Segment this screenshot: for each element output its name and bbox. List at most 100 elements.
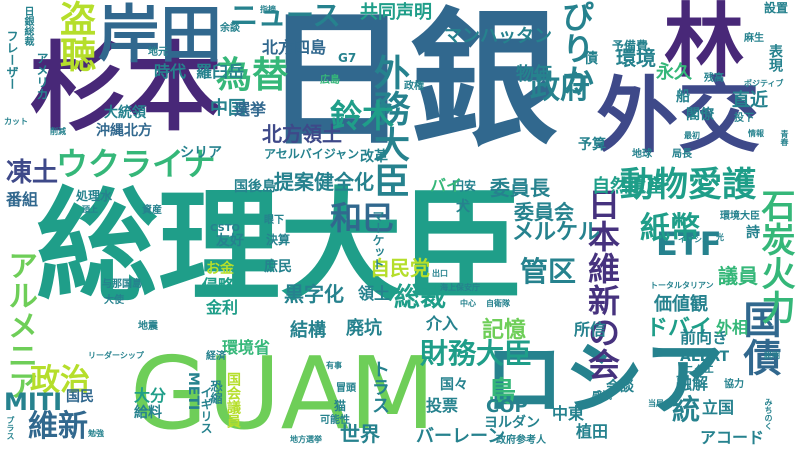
word-chihou-senkyo: 地方選挙 bbox=[290, 435, 322, 444]
word-kaikaku: 改革 bbox=[360, 149, 388, 165]
word-yuukai: 融解 bbox=[676, 374, 709, 393]
word-teian: 提案健全化 bbox=[274, 170, 374, 194]
word-ooita: 大分 bbox=[134, 386, 167, 405]
word-neko: 猫 bbox=[334, 399, 347, 413]
word-merkel: メルケル bbox=[512, 220, 601, 245]
word-doubutsu-aigo: 動物愛護 bbox=[620, 165, 756, 205]
word-yodan: 余談 bbox=[220, 23, 240, 34]
word-chuutou: 中東 bbox=[552, 404, 585, 423]
word-kyoudou-seimei: 共同声明 bbox=[360, 2, 432, 23]
word-nichigin: 日銀 bbox=[262, 0, 558, 166]
word-nichigin-sousai: 日銀総裁 bbox=[22, 6, 33, 46]
word-truss: トラス bbox=[369, 360, 390, 414]
word-benkyou: 勉強 bbox=[88, 429, 104, 438]
word-deguchi: 出口 bbox=[432, 269, 448, 278]
word-haikou: 廃坑 bbox=[346, 318, 382, 339]
word-okane: お金 bbox=[206, 261, 234, 277]
word-kyuuryou: 給料 bbox=[134, 405, 162, 421]
word-jidai: 時代 bbox=[154, 62, 187, 81]
word-iinkai: 委員会 bbox=[514, 200, 574, 224]
word-ukraine: ウクライナ bbox=[56, 145, 216, 183]
word-kangai: 感慨 bbox=[592, 391, 612, 402]
word-kankyoushou: 環境省 bbox=[222, 338, 271, 357]
word-kyouryoku: 協力 bbox=[724, 379, 744, 390]
word-senkyo: 選挙 bbox=[234, 100, 267, 119]
word-igirisu: イギリス bbox=[199, 386, 213, 434]
word-sai: 債 bbox=[584, 51, 598, 67]
word-jieitai: 自衛隊 bbox=[486, 299, 510, 308]
word-sekai: 世界 bbox=[340, 422, 380, 446]
word-sori-daijin: 総理大臣 bbox=[36, 176, 524, 318]
word-hoppou-yontou: 北方四島 bbox=[262, 38, 327, 57]
word-taishi: 大使 bbox=[104, 295, 124, 306]
word-rausu: 羅臼岳 bbox=[196, 62, 245, 81]
word-ipsis: イプシス bbox=[678, 235, 710, 244]
word-tou: 統 bbox=[672, 393, 701, 426]
word-accord: アコード bbox=[700, 428, 765, 447]
word-michinoku: みちのく bbox=[764, 398, 773, 430]
word-chuushin: 中心 bbox=[460, 299, 476, 308]
word-suzuki: 鈴木 bbox=[330, 97, 395, 135]
word-bukka: 物価 bbox=[516, 64, 552, 85]
word-miti: MITI bbox=[4, 388, 63, 416]
word-etf: ETF bbox=[656, 225, 722, 263]
word-sekitan-karyoku: 石炭火力 bbox=[755, 188, 795, 324]
word-kanku: 管区 bbox=[520, 255, 577, 288]
word-okinawa-hoppou: 沖縄北方 bbox=[96, 123, 152, 139]
word-jimintou: 自民党 bbox=[370, 256, 430, 280]
word-eikyuu: 永久 bbox=[656, 62, 692, 83]
word-boutou: 冒頭 bbox=[336, 383, 356, 394]
word-alert: ALERT bbox=[680, 349, 730, 365]
word-toudo: 凍土 bbox=[6, 158, 59, 188]
word-touchou: 盗聴 bbox=[54, 0, 95, 72]
word-shinryaku: 侵略 bbox=[202, 276, 235, 295]
word-nikue: ニクエ bbox=[684, 365, 714, 376]
word-kokusai: 国債 bbox=[737, 300, 781, 376]
word-hiroshima: 広島 bbox=[320, 75, 340, 86]
word-choujou: 頂上 bbox=[82, 205, 98, 214]
word-yuuji: 有事 bbox=[326, 361, 342, 370]
word-kokkai-giin: 国会議員 bbox=[225, 372, 241, 428]
word-kioku: 記憶 bbox=[482, 318, 527, 343]
word-gaimu-daijin: 外務大臣 bbox=[368, 54, 409, 198]
word-keizai: 経済 bbox=[206, 351, 226, 362]
word-russia: ロシア bbox=[484, 333, 724, 426]
word-pirika: ぴりか bbox=[557, 0, 595, 96]
word-shihei: 紙幣 bbox=[640, 211, 700, 246]
word-touhyou: 投票 bbox=[426, 396, 459, 415]
word-maemuki: 前向き bbox=[680, 328, 729, 347]
word-seishun: 青春 bbox=[780, 130, 789, 146]
word-kuniguni: 国々 bbox=[440, 377, 468, 393]
word-sousai: 総裁 bbox=[394, 283, 447, 313]
word-secchi: 設置 bbox=[764, 1, 789, 15]
word-shi: 詩 bbox=[746, 225, 760, 241]
word-positive: ポジティブ bbox=[744, 79, 784, 88]
word-setsumei: 説明 bbox=[764, 351, 780, 360]
word-kyoushuku: 恐縮 bbox=[209, 380, 223, 404]
word-rikkoku: 立国 bbox=[702, 398, 735, 417]
word-shiteki: 指摘 bbox=[260, 5, 276, 14]
word-plus: プラス bbox=[6, 416, 15, 440]
word-ishin: 維新 bbox=[28, 409, 88, 444]
word-kyokuchou: 局長 bbox=[672, 149, 692, 160]
word-manhattan: マンハッタン bbox=[444, 26, 552, 47]
word-cut: カット bbox=[4, 117, 28, 126]
word-kinri: 金利 bbox=[206, 298, 239, 317]
word-leadership: リーダーシップ bbox=[88, 351, 144, 360]
word-daitouryou: 大統領 bbox=[104, 105, 146, 121]
word-jimoto: 地元 bbox=[148, 47, 168, 58]
word-seiji: 政治 bbox=[30, 363, 90, 398]
word-kunashiri: 国後島 bbox=[234, 179, 276, 195]
word-kishida: 岸田 bbox=[98, 0, 223, 71]
word-market: マーケット bbox=[371, 210, 385, 270]
word-totalitarian: トータルタリアン bbox=[650, 281, 714, 290]
word-cop: COP bbox=[486, 396, 528, 417]
word-ueda: 植田 bbox=[576, 422, 609, 441]
word-kawase: 為替 bbox=[216, 55, 289, 96]
word-syria: シリア bbox=[180, 145, 222, 161]
word-kessan: 決算 bbox=[266, 233, 291, 247]
word-giin: 議員 bbox=[718, 264, 758, 288]
word-kazumi: 和巳 bbox=[330, 199, 395, 237]
word-kachikan: 価値観 bbox=[654, 294, 708, 315]
word-enyasu: 円安 bbox=[452, 179, 477, 193]
